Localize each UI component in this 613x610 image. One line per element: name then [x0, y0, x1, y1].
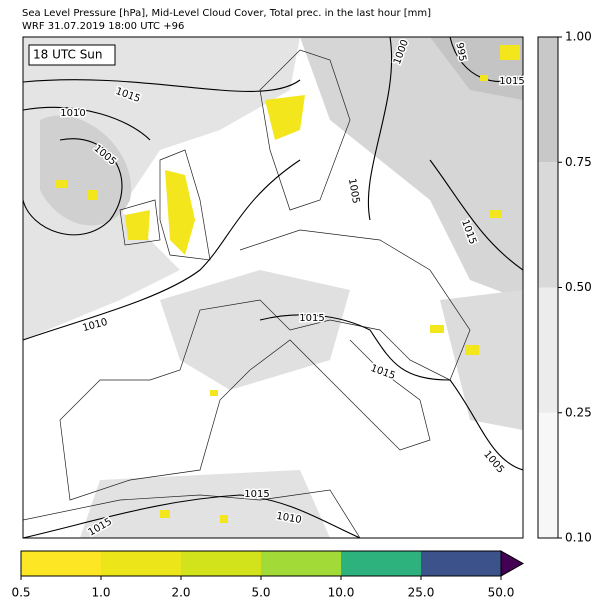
precip-color-segment [181, 551, 261, 576]
precip-color-segment [261, 551, 341, 576]
cloud-tick-label: 0.50 [565, 280, 592, 294]
isobars [23, 37, 523, 538]
precip-color-segment [421, 551, 501, 576]
cloud-tick-label: 0.75 [565, 155, 592, 169]
map-frame [22, 36, 524, 539]
cloud-color-segment [538, 412, 558, 538]
precip-tick-label: 10.0 [328, 586, 355, 600]
precipitation [55, 45, 520, 523]
precip-extend-arrow [500, 550, 525, 577]
precip-tick-label: 5.0 [251, 586, 270, 600]
cloud-tick-label: 1.00 [565, 30, 592, 44]
cloud-fields [23, 37, 523, 538]
title-line-1: Sea Level Pressure [hPa], Mid-Level Clou… [22, 8, 431, 19]
cloud-color-segment [538, 162, 558, 288]
isobar-label: 995 [453, 42, 467, 63]
title-line-2: WRF 31.07.2019 18:00 UTC +96 [22, 21, 184, 32]
cloud-tick-label: 0.10 [565, 531, 592, 545]
map-area: 18 UTC Sun [23, 37, 523, 538]
precip-tick-label: 2.0 [171, 586, 190, 600]
isobar-label: 1015 [299, 313, 324, 324]
cloud-colorbar: 0.10 0.25 0.50 0.75 1.00 [537, 30, 592, 545]
precip-tick-label: 1.0 [91, 586, 110, 600]
precip-color-segment [21, 551, 101, 576]
coastlines [23, 49, 471, 538]
cloud-color-segment [538, 287, 558, 413]
cloud-tick-label: 0.25 [565, 405, 592, 419]
precip-color-segment [101, 551, 181, 576]
isobar-label: 1015 [244, 489, 269, 500]
precip-color-segment [341, 551, 421, 576]
precip-tick-label: 25.0 [408, 586, 435, 600]
isobar-label: 1010 [60, 108, 85, 119]
cloud-color-segment [538, 37, 558, 163]
precip-tick-label: 50.0 [488, 586, 515, 600]
precip-colorbar: 0.5 1.0 2.0 5.0 10.0 25.0 50.0 [11, 550, 525, 600]
isobar-label: 1015 [499, 76, 524, 87]
precip-tick-label: 0.5 [11, 586, 30, 600]
time-label: 18 UTC Sun [33, 48, 103, 62]
time-label-box [28, 44, 116, 66]
